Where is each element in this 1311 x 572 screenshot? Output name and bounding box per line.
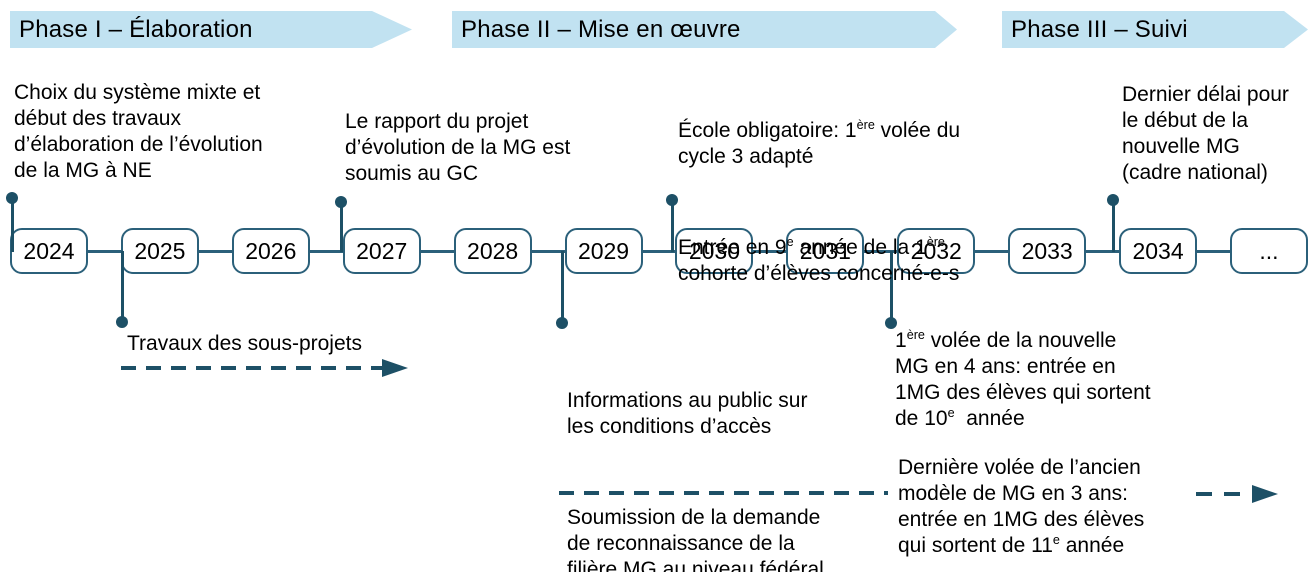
- milestone-connector-2025: [116, 251, 128, 328]
- annotation-2027: Le rapport du projet d’évolution de la M…: [345, 110, 571, 185]
- year-box: 2028: [453, 228, 532, 274]
- timeline-year-row: 2024 2025 2026 2027 2028 2029 2030 2031 2032 2033…: [10, 228, 1308, 274]
- annotation-2029-paragraph-2: Soumission de la demande de reconnaissan…: [567, 506, 824, 572]
- year-box: 2025: [120, 228, 199, 274]
- year-box: ...: [1229, 228, 1308, 274]
- year-box: 2026: [231, 228, 310, 274]
- dashed-arrow-sous-projets-icon: [121, 359, 408, 377]
- year-box: 2030: [675, 228, 754, 274]
- annotation-2029-paragraph-1: Informations au public sur les condition…: [567, 389, 808, 438]
- year-box: 2029: [564, 228, 643, 274]
- dashed-arrow-right-icon: [1196, 485, 1278, 503]
- annotation-2030: École obligatoire: 1ère volée du cycle 3…: [678, 66, 960, 339]
- milestone-dot-2030: [666, 194, 678, 206]
- annotation-2025: Travaux des sous-projets: [127, 332, 362, 355]
- timeline-axis-line: [49, 250, 1269, 253]
- year-box: 2032: [897, 228, 976, 274]
- year-box: 2027: [342, 228, 421, 274]
- milestone-connector-2027: [335, 196, 347, 252]
- milestone-connector-2032: [885, 251, 897, 329]
- phase-band-2: Phase II – Mise en œuvre: [452, 11, 957, 48]
- milestone-dot-2027: [335, 196, 347, 208]
- year-box: 2031: [786, 228, 865, 274]
- annotation-2032-new-model: 1ère volée de la nouvelle MG en 4 ans: e…: [895, 328, 1151, 430]
- annotation-2030-paragraph-2: Entrée en 9e année de la 1ère cohorte d’…: [678, 235, 960, 285]
- annotation-2030-paragraph-1: École obligatoire: 1ère volée du cycle 3…: [678, 118, 961, 168]
- year-box: 2034: [1119, 228, 1198, 274]
- annotation-2034: Dernier délai pour le début de la nouvel…: [1122, 83, 1289, 184]
- milestone-dot-2029: [556, 317, 568, 329]
- phase-3-label: Phase III – Suivi: [1011, 15, 1188, 43]
- milestone-connector-2024: [6, 192, 18, 252]
- milestone-dot-2032: [885, 317, 897, 329]
- annotation-2029: Informations au public sur les condition…: [567, 336, 824, 572]
- year-box: 2033: [1008, 228, 1087, 274]
- phase-1-label: Phase I – Élaboration: [19, 15, 253, 43]
- milestone-connector-2030: [666, 194, 678, 252]
- phase-band-3: Phase III – Suivi: [1002, 11, 1308, 48]
- annotation-2024: Choix du système mixte et début des trav…: [14, 81, 263, 182]
- annotation-2032-old-model: Dernière volée de l’ancien modèle de MG …: [898, 456, 1145, 557]
- milestone-dot-2025: [116, 316, 128, 328]
- phase-2-label: Phase II – Mise en œuvre: [461, 15, 741, 43]
- milestone-connector-2034: [1107, 194, 1119, 252]
- milestone-dot-2024: [6, 192, 18, 204]
- milestone-dot-2034: [1107, 194, 1119, 206]
- dashed-line-federal-icon: [559, 491, 888, 495]
- year-box: 2024: [10, 228, 88, 274]
- phase-band-1: Phase I – Élaboration: [10, 11, 412, 48]
- milestone-connector-2029: [556, 251, 568, 329]
